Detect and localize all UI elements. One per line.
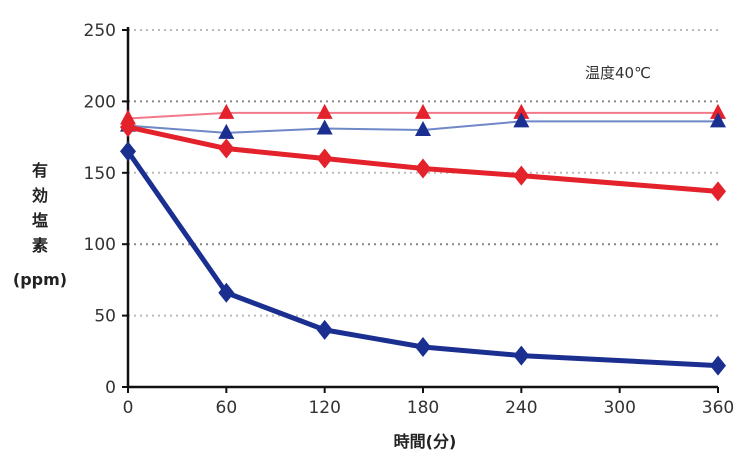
series-line <box>127 120 718 134</box>
data-point <box>415 120 431 136</box>
y-axis-title-part: (ppm) <box>13 270 67 289</box>
x-axis-ticks: 0 60 120 180 240 300 360 <box>123 387 734 418</box>
data-point <box>316 319 333 340</box>
data-point <box>316 103 333 119</box>
y-axis-title-part: 素 <box>32 236 48 255</box>
data-point <box>710 112 726 128</box>
y-tick-label: 50 <box>94 307 116 327</box>
series-1 <box>120 112 726 139</box>
y-tick-label: 250 <box>84 21 116 41</box>
x-tick-label: 0 <box>123 398 134 418</box>
data-point <box>513 165 530 186</box>
y-axis-title-part: 有 <box>32 161 48 180</box>
data-point <box>218 282 235 303</box>
data-point <box>513 345 530 366</box>
x-tick-label: 60 <box>216 398 238 418</box>
data-point <box>513 103 530 119</box>
data-point <box>316 148 333 169</box>
series-line <box>127 111 718 120</box>
data-point <box>120 141 136 162</box>
series-line <box>125 149 719 369</box>
y-tick-label: 150 <box>84 164 116 184</box>
series-layer <box>120 103 726 376</box>
y-tick-label: 0 <box>105 378 116 398</box>
data-point <box>218 123 235 139</box>
x-tick-label: 360 <box>702 398 734 418</box>
y-axis-ticks: 0 50 100 150 200 250 <box>84 21 128 398</box>
data-point <box>710 103 726 119</box>
series-0 <box>120 103 726 125</box>
data-point <box>415 103 431 119</box>
x-tick-label: 300 <box>603 398 635 418</box>
series-3 <box>120 141 726 376</box>
series-line <box>127 124 719 194</box>
x-tick-label: 120 <box>308 398 340 418</box>
data-point <box>415 337 431 358</box>
data-point <box>415 158 431 179</box>
data-point <box>120 117 136 138</box>
data-point <box>316 119 333 135</box>
y-tick-label: 100 <box>84 235 116 255</box>
data-point <box>710 355 726 376</box>
data-point <box>513 112 530 128</box>
y-axis-title-part: 塩 <box>32 211 48 230</box>
series-2 <box>120 117 726 202</box>
y-tick-label: 200 <box>84 92 116 112</box>
data-point <box>710 181 726 202</box>
y-axis-title-part: 効 <box>32 186 48 205</box>
x-axis-title: 時間(分) <box>394 432 457 451</box>
data-point <box>218 103 235 119</box>
x-tick-label: 180 <box>407 398 439 418</box>
x-tick-label: 240 <box>505 398 537 418</box>
temperature-annotation: 温度40℃ <box>585 64 651 82</box>
data-point <box>218 138 235 159</box>
